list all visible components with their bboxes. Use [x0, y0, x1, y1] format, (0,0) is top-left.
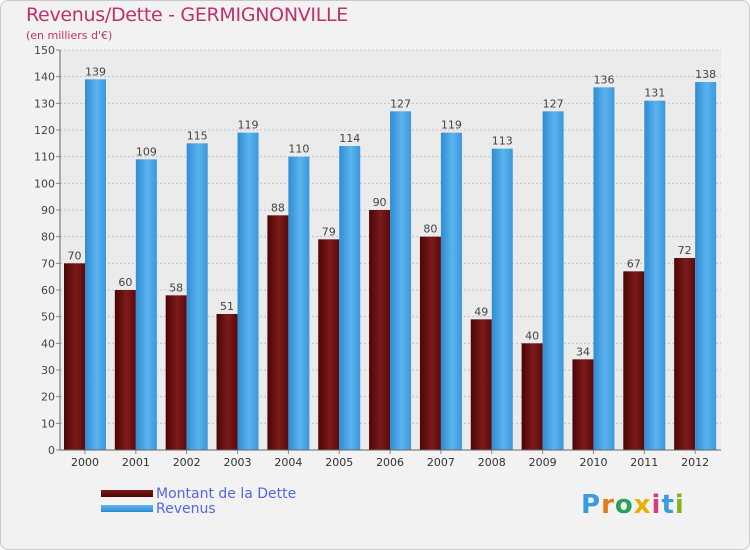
x-tick-label: 2012	[681, 456, 709, 469]
x-tick-label: 2000	[71, 456, 99, 469]
bar-debt	[623, 271, 645, 450]
bar-debt	[216, 314, 238, 450]
data-label-debt: 40	[525, 329, 539, 342]
x-tick-label: 2011	[630, 456, 658, 469]
legend-item-revenue: Revenus	[101, 500, 296, 517]
data-label-revenue: 127	[543, 97, 564, 110]
bar-revenue	[644, 100, 666, 451]
bar-debt	[318, 239, 340, 450]
bar-revenue	[85, 79, 106, 450]
data-label-revenue: 110	[288, 143, 309, 156]
y-tick-label: 50	[41, 311, 55, 324]
data-label-revenue: 114	[339, 132, 360, 145]
legend-label-debt: Montant de la Dette	[156, 485, 297, 502]
chart-unit-subtitle: (en milliers d'€)	[26, 29, 113, 42]
legend: Montant de la Dette Revenus	[101, 485, 297, 517]
y-tick-label: 150	[34, 44, 55, 57]
data-label-revenue: 119	[441, 119, 462, 132]
bar-revenue	[440, 132, 462, 450]
data-label-debt: 79	[322, 225, 336, 238]
y-tick-label: 10	[41, 417, 55, 430]
data-label-revenue: 139	[85, 65, 106, 78]
legend-swatch-debt	[101, 490, 153, 497]
data-label-debt: 70	[68, 249, 82, 262]
y-tick-label: 110	[34, 151, 55, 164]
data-label-revenue: 131	[644, 87, 665, 100]
data-label-debt: 49	[474, 305, 488, 318]
legend-item-debt: Montant de la Dette	[101, 485, 297, 502]
proxiti-logo: Proxiti	[581, 490, 685, 520]
y-tick-label: 130	[34, 97, 55, 110]
data-label-revenue: 138	[695, 68, 716, 81]
data-label-debt: 80	[423, 223, 437, 236]
x-tick-label: 2006	[376, 456, 404, 469]
x-tick-label: 2007	[427, 456, 455, 469]
bar-debt	[470, 319, 492, 450]
bar-revenue	[390, 111, 412, 450]
data-label-revenue: 115	[187, 129, 208, 142]
data-label-revenue: 127	[390, 97, 411, 110]
y-tick-label: 80	[41, 231, 55, 244]
x-tick-label: 2003	[224, 456, 252, 469]
data-label-debt: 34	[576, 345, 590, 358]
chart-title: Revenus/Dette - GERMIGNONVILLE	[26, 4, 349, 26]
bar-revenue	[542, 111, 564, 450]
data-label-revenue: 136	[593, 73, 614, 86]
bar-revenue	[237, 132, 259, 450]
bar-debt	[64, 263, 85, 450]
y-tick-label: 90	[41, 204, 55, 217]
x-tick-label: 2005	[325, 456, 353, 469]
bar-debt	[267, 215, 289, 450]
y-tick-label: 40	[41, 337, 55, 350]
bar-revenue	[288, 156, 310, 450]
y-tick-label: 60	[41, 284, 55, 297]
x-tick-label: 2002	[173, 456, 201, 469]
bar-revenue	[593, 87, 615, 450]
y-tick-label: 20	[41, 391, 55, 404]
bar-debt	[521, 343, 543, 450]
bar-debt	[369, 210, 391, 450]
y-tick-label: 70	[41, 257, 55, 270]
data-label-debt: 90	[373, 196, 387, 209]
bar-debt	[419, 236, 441, 450]
bar-debt	[114, 290, 136, 450]
y-tick-label: 30	[41, 364, 55, 377]
y-tick-label: 0	[48, 444, 55, 457]
data-label-debt: 72	[678, 244, 692, 257]
legend-label-revenue: Revenus	[156, 500, 216, 517]
x-tick-label: 2010	[579, 456, 607, 469]
data-label-revenue: 113	[492, 135, 513, 148]
x-tick-label: 2004	[274, 456, 302, 469]
data-label-debt: 88	[271, 201, 285, 214]
y-tick-label: 140	[34, 71, 55, 84]
data-label-debt: 58	[169, 281, 183, 294]
x-tick-label: 2009	[529, 456, 557, 469]
x-tick-label: 2008	[478, 456, 506, 469]
bar-revenue	[135, 159, 157, 451]
bar-revenue	[491, 148, 513, 450]
x-tick-label: 2001	[122, 456, 150, 469]
y-tick-label: 100	[34, 177, 55, 190]
data-label-debt: 67	[627, 257, 641, 270]
legend-swatch-revenue	[101, 505, 153, 512]
data-label-debt: 60	[118, 276, 132, 289]
bar-revenue	[695, 82, 717, 450]
bar-revenue	[339, 146, 361, 450]
data-label-revenue: 119	[238, 119, 259, 132]
data-label-debt: 51	[220, 300, 234, 313]
bar-debt	[674, 258, 696, 450]
bar-debt	[165, 295, 187, 450]
bar-debt	[572, 359, 594, 450]
bar-revenue	[186, 143, 208, 451]
data-label-revenue: 109	[136, 145, 157, 158]
y-tick-label: 120	[34, 124, 55, 137]
